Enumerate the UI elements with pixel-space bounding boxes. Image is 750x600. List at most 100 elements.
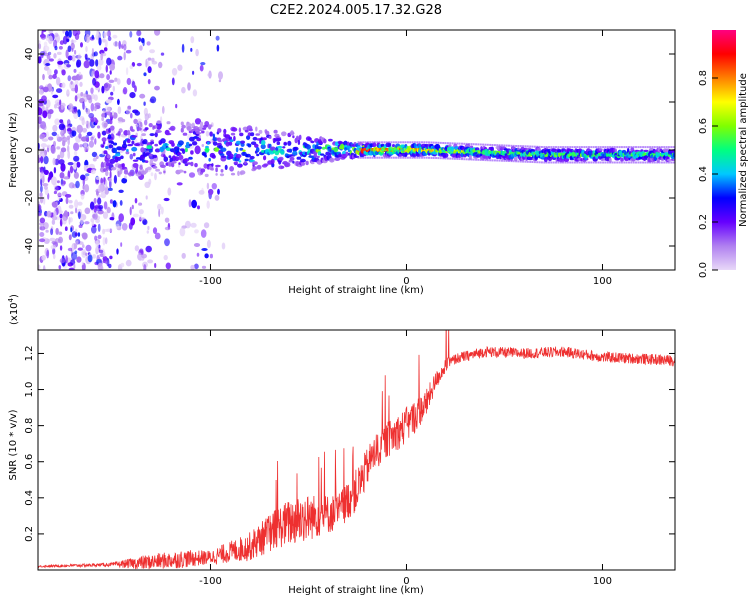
spectrogram-halo-mark (616, 161, 619, 164)
spectrogram-halo-mark (665, 146, 668, 149)
spectrogram-speckle (42, 124, 47, 131)
spectrogram-halo-mark (364, 141, 367, 144)
spectrogram-ridge-mark (239, 147, 244, 151)
spectrogram-halo-mark (660, 161, 663, 164)
spectrogram-halo-mark (564, 146, 567, 149)
spectrogram-ridge-mark (235, 147, 239, 153)
spectrogram-speckle (68, 216, 71, 225)
spectrogram-speckle (197, 205, 200, 210)
spectrogram-speckle (107, 36, 112, 42)
spectrogram-halo-mark (533, 145, 536, 148)
spectrogram-halo-mark (486, 143, 489, 146)
spectrogram-ridge-mark (237, 163, 243, 168)
spectrogram-halo-mark (508, 160, 510, 162)
spectrogram-ridge-mark (246, 135, 251, 141)
spectrogram-core-mark (499, 151, 502, 155)
spectrogram-speckle (194, 229, 199, 234)
spectrogram-halo-mark (428, 156, 430, 159)
spectrogram-core-mark (508, 151, 512, 156)
spectrogram-speckle (50, 244, 57, 250)
spectrogram-ridge-mark (220, 147, 227, 152)
spectrogram-speckle (119, 200, 123, 206)
spectrogram-speckle (39, 238, 46, 243)
spectrogram-speckle (85, 108, 91, 115)
spectrogram-speckle (132, 109, 139, 114)
spectrogram-speckle (77, 232, 81, 237)
spectrogram-axes: -100 0 100 -40 -20 0 20 40 (24, 30, 675, 287)
spectrogram-halo-mark (357, 141, 360, 144)
spectrogram-speckle (92, 213, 98, 220)
spectrogram-speckle (54, 32, 59, 38)
spectrogram-speckle (43, 185, 49, 190)
spectrogram-ridge-mark (598, 148, 603, 151)
spectrogram-core-mark (364, 148, 368, 152)
snr-exponent-label: (x104) (7, 294, 20, 325)
spectrogram-speckle (66, 64, 71, 68)
spectrogram-speckle (40, 185, 43, 193)
spectrogram-speckle (109, 112, 113, 120)
spectrogram-speckle (147, 79, 151, 85)
spectrogram-speckle (71, 130, 77, 137)
spectrogram-speckle (131, 204, 134, 210)
spectrogram-halo-mark (406, 156, 409, 159)
spectrogram-ridge-mark (276, 141, 281, 145)
spectrogram-halo-mark (362, 156, 365, 159)
spectrogram-speckle (91, 48, 94, 55)
spectrogram-ridge-mark (142, 139, 148, 145)
spectrogram-ridge-mark (300, 162, 306, 165)
spectrogram-speckle (80, 216, 84, 226)
spectrogram-halo-mark (672, 161, 675, 164)
spectrogram-ytick-label: 40 (24, 48, 35, 61)
spectrogram-speckle (96, 30, 99, 40)
spectrogram-ridge-mark (108, 127, 111, 133)
spectrogram-halo-mark (611, 161, 614, 164)
spectrogram-ridge-mark (190, 161, 194, 167)
spectrogram-ridge-mark (325, 151, 331, 156)
spectrogram-ridge-mark (105, 146, 109, 149)
spectrogram-halo-mark (569, 146, 572, 149)
spectrogram-speckle (68, 30, 72, 38)
spectrogram-ridge-mark (238, 160, 242, 163)
spectrogram-speckle (57, 65, 64, 70)
spectrogram-halo-mark (465, 158, 468, 161)
spectrogram-speckle (53, 167, 57, 174)
spectrogram-halo-mark (625, 146, 628, 149)
spectrogram-speckle (48, 136, 54, 141)
spectrogram-speckle (65, 255, 68, 264)
spectrogram-halo-mark (432, 157, 435, 159)
spectrogram-halo-mark (383, 156, 386, 159)
spectrogram-speckle (67, 75, 72, 82)
spectrogram-ridge-mark (163, 156, 169, 162)
spectrogram-ridge-mark (392, 144, 395, 148)
spectrogram-halo-mark (651, 161, 654, 164)
spectrogram-ridge-mark (103, 122, 108, 128)
spectrogram-speckle (164, 226, 171, 231)
spectrogram-halo-mark (357, 156, 360, 159)
spectrogram-speckle (53, 190, 58, 195)
spectrogram-halo-mark (501, 159, 503, 162)
spectrogram-panel: -100 0 100 -40 -20 0 20 40 Height of straight l… (8, 29, 676, 296)
spectrogram-speckle (211, 183, 217, 190)
spectrogram-core-mark (455, 149, 458, 154)
spectrogram-speckle (117, 98, 120, 105)
spectrogram-ridge-mark (280, 165, 285, 169)
spectrogram-speckle (99, 153, 106, 158)
spectrogram-ridge-mark (608, 157, 612, 163)
spectrogram-speckle (85, 244, 92, 252)
spectrogram-speckle (117, 55, 123, 61)
spectrogram-halo-mark (649, 161, 652, 164)
spectrogram-halo-mark (477, 158, 480, 161)
spectrogram-speckle (51, 219, 56, 225)
spectrogram-speckle (73, 106, 78, 113)
spectrogram-speckle (146, 230, 149, 234)
spectrogram-halo-mark (597, 161, 600, 164)
spectrogram-ylabel: Frequency (Hz) (8, 112, 19, 188)
spectrogram-halo-mark (381, 156, 383, 159)
spectrogram-halo-mark (548, 161, 550, 164)
snr-frame (37, 329, 676, 571)
spectrogram-halo-mark (392, 141, 395, 144)
colorbar-tick-label: 0.2 (698, 214, 709, 230)
spectrogram-ridge-mark (308, 152, 312, 156)
spectrogram-speckle (92, 254, 97, 259)
spectrogram-halo-mark (522, 160, 525, 163)
